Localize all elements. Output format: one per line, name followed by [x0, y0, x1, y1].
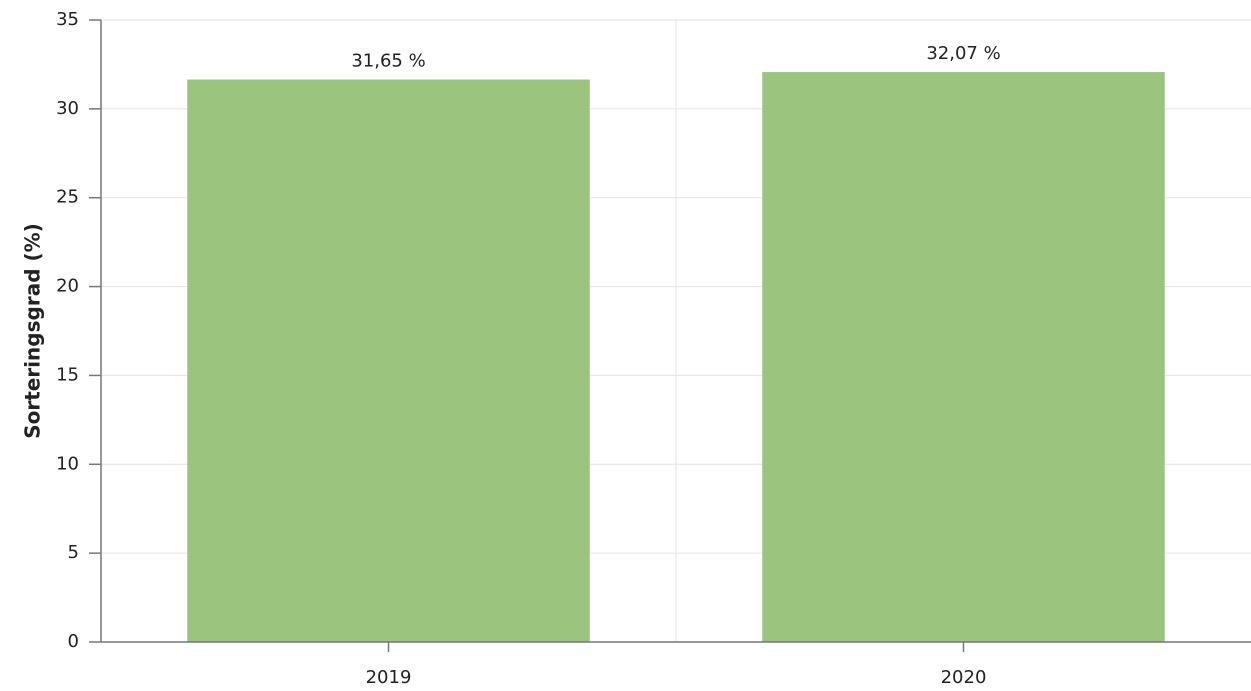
bar	[187, 79, 590, 642]
y-tick-label: 25	[56, 187, 79, 208]
y-tick-label: 35	[56, 9, 79, 30]
y-tick-label: 10	[56, 453, 79, 474]
x-tick-label: 2020	[941, 667, 987, 688]
x-tick-label: 2019	[366, 667, 412, 688]
y-tick-label: 15	[56, 364, 79, 385]
y-tick-label: 5	[68, 542, 79, 563]
data-label: 31,65 %	[351, 51, 425, 72]
y-axis-label: Sorteringsgrad (%)	[21, 223, 45, 439]
data-label: 32,07 %	[926, 43, 1000, 64]
y-tick-label: 0	[68, 631, 79, 652]
y-tick-label: 30	[56, 98, 79, 119]
y-tick-label: 20	[56, 276, 79, 297]
bar	[762, 72, 1165, 642]
